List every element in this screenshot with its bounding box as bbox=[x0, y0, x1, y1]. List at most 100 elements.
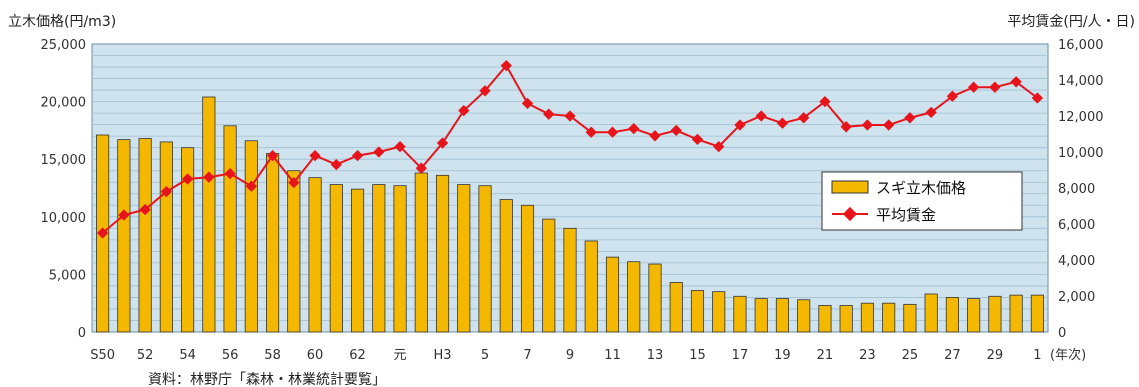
bar bbox=[202, 96, 216, 333]
bar bbox=[988, 295, 1002, 333]
bar bbox=[117, 139, 131, 333]
bar bbox=[903, 303, 917, 333]
right-tick-label: 0 bbox=[1058, 326, 1066, 341]
x-axis-ticks: S50 52 54 56 58 60 62 元 H3 5 7 9 11 13 15 17 19 21 23 25 27 2… bbox=[90, 348, 1041, 363]
left-tick-label: 0 bbox=[78, 326, 86, 341]
bar bbox=[584, 240, 598, 333]
bar bbox=[839, 305, 853, 333]
x-tick-label: H3 bbox=[434, 348, 452, 363]
line-point bbox=[330, 158, 342, 171]
bar bbox=[669, 282, 683, 333]
bar bbox=[882, 302, 896, 333]
x-tick-label: 52 bbox=[137, 348, 154, 363]
x-tick-label: 29 bbox=[987, 348, 1004, 363]
x-tick-label: 60 bbox=[307, 348, 324, 363]
x-tick-label: 15 bbox=[689, 348, 706, 363]
left-tick-label: 15,000 bbox=[41, 153, 87, 168]
x-tick-label: 27 bbox=[944, 348, 961, 363]
line-point bbox=[713, 140, 725, 153]
line-point bbox=[415, 162, 427, 174]
bar bbox=[563, 227, 577, 333]
bar bbox=[435, 174, 450, 333]
line-point bbox=[649, 130, 661, 142]
bar bbox=[754, 298, 768, 333]
x-tick-label: 元 bbox=[394, 348, 407, 363]
line-point bbox=[691, 133, 704, 146]
line-point bbox=[288, 176, 300, 189]
bar bbox=[478, 185, 492, 333]
bar bbox=[945, 297, 959, 333]
bar bbox=[181, 147, 195, 333]
bar bbox=[159, 141, 173, 333]
bar bbox=[924, 293, 938, 333]
right-tick-label: 4,000 bbox=[1058, 254, 1095, 269]
x-tick-label: 11 bbox=[604, 348, 621, 363]
right-tick-label: 6,000 bbox=[1058, 218, 1095, 233]
line-point bbox=[585, 126, 597, 138]
bar bbox=[414, 172, 428, 333]
bar bbox=[733, 295, 747, 333]
line-point bbox=[351, 149, 364, 162]
line-point bbox=[309, 149, 321, 162]
right-tick-label: 16,000 bbox=[1058, 38, 1104, 53]
bar bbox=[372, 184, 386, 333]
right-axis-title: 平均賃金(円/人・日) bbox=[1007, 14, 1135, 30]
line-point bbox=[606, 126, 619, 138]
left-axis-ticks: 0 5,000 10,000 15,000 20,000 25,000 bbox=[41, 38, 87, 341]
x-tick-label: 21 bbox=[817, 348, 834, 363]
left-tick-label: 10,000 bbox=[41, 211, 87, 226]
line-point bbox=[245, 180, 257, 192]
legend-bar-swatch bbox=[831, 180, 869, 194]
x-tick-label: 9 bbox=[566, 348, 574, 363]
line-point bbox=[1031, 92, 1044, 104]
line-point bbox=[266, 149, 279, 162]
line-point bbox=[181, 173, 194, 185]
x-unit-label: (年次) bbox=[1050, 347, 1086, 363]
source-note: 資料：林野庁「森林・林業統計要覧」 bbox=[148, 371, 386, 387]
line-point bbox=[139, 203, 151, 216]
bar bbox=[287, 170, 301, 333]
right-tick-label: 10,000 bbox=[1058, 146, 1104, 161]
bar bbox=[542, 218, 556, 333]
bar bbox=[1009, 294, 1023, 333]
x-tick-label: 23 bbox=[859, 348, 876, 363]
bar bbox=[967, 298, 981, 333]
bar bbox=[457, 184, 471, 333]
line-point bbox=[203, 171, 215, 183]
legend: スギ立木価格 平均賃金 bbox=[821, 171, 1023, 231]
bar bbox=[266, 153, 280, 333]
bar bbox=[393, 185, 407, 333]
x-tick-label: 13 bbox=[647, 348, 664, 363]
line-point bbox=[160, 185, 173, 198]
x-tick-label: 56 bbox=[222, 348, 239, 363]
bar bbox=[860, 302, 874, 333]
left-tick-label: 25,000 bbox=[41, 38, 87, 53]
bar bbox=[648, 263, 662, 333]
x-tick-label: 17 bbox=[732, 348, 749, 363]
bar bbox=[1030, 294, 1044, 333]
line-point bbox=[436, 137, 449, 149]
bar bbox=[244, 140, 258, 333]
x-tick-label: 25 bbox=[902, 348, 919, 363]
line-point bbox=[373, 146, 385, 158]
bar bbox=[520, 204, 535, 333]
bar bbox=[797, 299, 811, 333]
left-tick-label: 5,000 bbox=[49, 268, 86, 283]
x-tick-label: 19 bbox=[774, 348, 791, 363]
bar bbox=[499, 199, 513, 333]
left-tick-label: 20,000 bbox=[41, 96, 87, 111]
bar bbox=[690, 290, 705, 333]
legend-line-marker bbox=[842, 206, 858, 222]
bar bbox=[818, 305, 832, 333]
bar bbox=[712, 291, 726, 333]
x-tick-label: 5 bbox=[481, 348, 489, 363]
legend-label-bar: スギ立木価格 bbox=[876, 179, 966, 197]
x-tick-label: 62 bbox=[349, 348, 366, 363]
line-point bbox=[628, 122, 640, 135]
line-point bbox=[224, 167, 236, 180]
right-tick-label: 2,000 bbox=[1058, 290, 1095, 305]
left-axis-title: 立木価格(円/m3) bbox=[8, 14, 116, 30]
x-tick-label: 1 bbox=[1033, 348, 1041, 363]
bar bbox=[223, 125, 237, 333]
